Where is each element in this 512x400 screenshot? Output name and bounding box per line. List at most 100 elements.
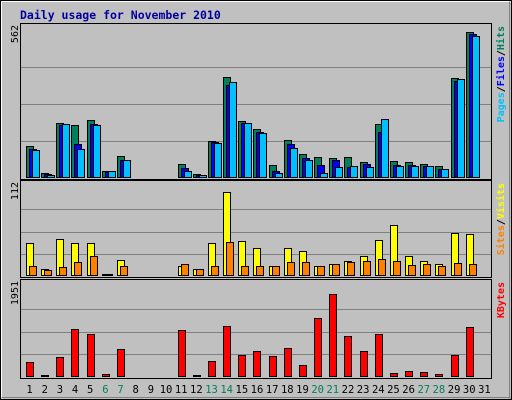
- bar-hits-pages-day-29: [457, 79, 465, 178]
- bar-visits-sites-day-24: [378, 259, 386, 276]
- bar-visits-sites-day-26: [408, 265, 416, 276]
- x-tick-label: 28: [433, 384, 446, 396]
- bar-visits-sites-day-13: [211, 266, 219, 276]
- x-tick-label: 3: [57, 384, 63, 396]
- bar-kbytes-kbytes-day-14: [223, 326, 231, 377]
- panel-visits: 112 Sites/Visits: [10, 180, 507, 278]
- bar-kbytes-kbytes-day-17: [269, 356, 277, 377]
- x-tick-label: 21: [326, 384, 339, 396]
- bar-hits-pages-day-11: [184, 171, 192, 178]
- bar-kbytes-kbytes-day-22: [344, 336, 352, 377]
- bar-hits-pages-day-26: [411, 166, 419, 178]
- bar-hits-pages-day-24: [381, 119, 389, 178]
- bar-hits-pages-day-28: [441, 169, 449, 178]
- bar-kbytes-kbytes-day-25: [390, 373, 398, 377]
- x-axis-labels: 1 2 3 4 5 6 7 8 9 10 11 12 13 14 15 16 17 18 19 20 21 22 23 24 2…: [26, 384, 490, 396]
- bar-kbytes-kbytes-day-1: [26, 362, 34, 377]
- bar-hits-pages-day-16: [259, 133, 267, 178]
- x-tick-label: 27: [417, 384, 430, 396]
- panel-frame: [20, 279, 492, 379]
- bar-visits-sites-day-12: [196, 269, 204, 276]
- panel-frame: [20, 23, 492, 180]
- panel-frame: [20, 180, 492, 278]
- bar-hits-pages-day-15: [244, 123, 252, 178]
- bar-kbytes-kbytes-day-23: [360, 351, 368, 377]
- bar-visits-sites-day-30: [469, 264, 477, 276]
- y-axis-max-label: 1951: [10, 281, 21, 305]
- x-tick-label: 14: [220, 384, 233, 396]
- x-tick-label: 29: [448, 384, 461, 396]
- x-tick-label: 26: [402, 384, 415, 396]
- legend-hits: Hits: [495, 26, 507, 50]
- bar-hits-pages-day-5: [93, 125, 101, 178]
- y-axis-max-label: 112: [10, 182, 21, 200]
- panel-legend: Pages/Files/Hits: [495, 26, 507, 122]
- bar-visits-sites-day-19: [302, 262, 310, 276]
- x-tick-label: 4: [72, 384, 78, 396]
- bar-visits-sites-day-14: [226, 242, 234, 276]
- bar-hits-pages-day-30: [472, 36, 480, 178]
- bar-kbytes-kbytes-day-28: [435, 374, 443, 377]
- bar-kbytes-kbytes-day-3: [56, 357, 64, 377]
- x-tick-label: 10: [160, 384, 173, 396]
- x-tick-label: 5: [87, 384, 93, 396]
- bar-visits-sites-day-22: [347, 262, 355, 276]
- bar-visits-sites-day-16: [256, 266, 264, 276]
- bar-hits-pages-day-13: [214, 143, 222, 178]
- legend-files: Files: [495, 56, 507, 86]
- x-tick-label: 1: [26, 384, 32, 396]
- panel-legend: KBytes: [496, 282, 507, 318]
- bar-kbytes-kbytes-day-11: [178, 330, 186, 377]
- legend-separator: /: [496, 86, 507, 92]
- legend-sites: Sites: [495, 225, 507, 255]
- bar-hits-pages-day-1: [32, 150, 40, 178]
- x-tick-label: 18: [281, 384, 294, 396]
- x-tick-label: 9: [148, 384, 154, 396]
- x-tick-label: 13: [205, 384, 218, 396]
- bar-hits-pages-day-2: [47, 175, 55, 178]
- x-tick-label: 11: [175, 384, 188, 396]
- x-tick-label: 20: [311, 384, 324, 396]
- bar-hits-pages-day-21: [335, 167, 343, 178]
- x-tick-label: 6: [102, 384, 108, 396]
- x-tick-label: 8: [133, 384, 139, 396]
- bar-hits-pages-day-3: [62, 124, 70, 178]
- x-tick-label: 25: [387, 384, 400, 396]
- bar-hits-pages-day-6: [108, 171, 116, 178]
- bar-visits-sites-day-27: [423, 264, 431, 276]
- bar-visits-sites-day-7: [120, 266, 128, 276]
- x-tick-label: 16: [251, 384, 264, 396]
- bar-visits-sites-day-23: [363, 261, 371, 276]
- bar-hits-pages-day-22: [350, 166, 358, 178]
- bar-kbytes-kbytes-day-6: [102, 374, 110, 377]
- bar-visits-sites-day-21: [332, 264, 340, 276]
- bar-kbytes-kbytes-day-16: [253, 351, 261, 377]
- x-tick-label: 22: [342, 384, 355, 396]
- bar-kbytes-kbytes-day-20: [314, 318, 322, 377]
- bar-hits-pages-day-27: [426, 166, 434, 178]
- bar-visits-sites-day-6: [105, 274, 113, 276]
- legend-visits: Visits: [495, 183, 507, 219]
- bar-hits-pages-day-19: [305, 160, 313, 178]
- panel-kbytes: 1951 KBytes: [10, 279, 507, 379]
- x-tick-label: 23: [357, 384, 370, 396]
- x-tick-label: 31: [478, 384, 491, 396]
- bar-visits-sites-day-18: [287, 262, 295, 276]
- bar-visits-sites-day-25: [393, 261, 401, 276]
- legend-separator: /: [496, 219, 507, 225]
- legend-kbytes: KBytes: [496, 282, 507, 318]
- bar-hits-pages-day-25: [396, 166, 404, 178]
- bar-visits-sites-day-11: [181, 264, 189, 276]
- bar-visits-sites-day-15: [241, 266, 249, 276]
- bar-visits-sites-day-3: [59, 267, 67, 276]
- x-tick-label: 30: [463, 384, 476, 396]
- bar-visits-sites-day-1: [29, 266, 37, 276]
- x-tick-label: 19: [296, 384, 309, 396]
- x-tick-label: 12: [190, 384, 203, 396]
- bar-kbytes-kbytes-day-7: [117, 349, 125, 377]
- x-tick-label: 2: [42, 384, 48, 396]
